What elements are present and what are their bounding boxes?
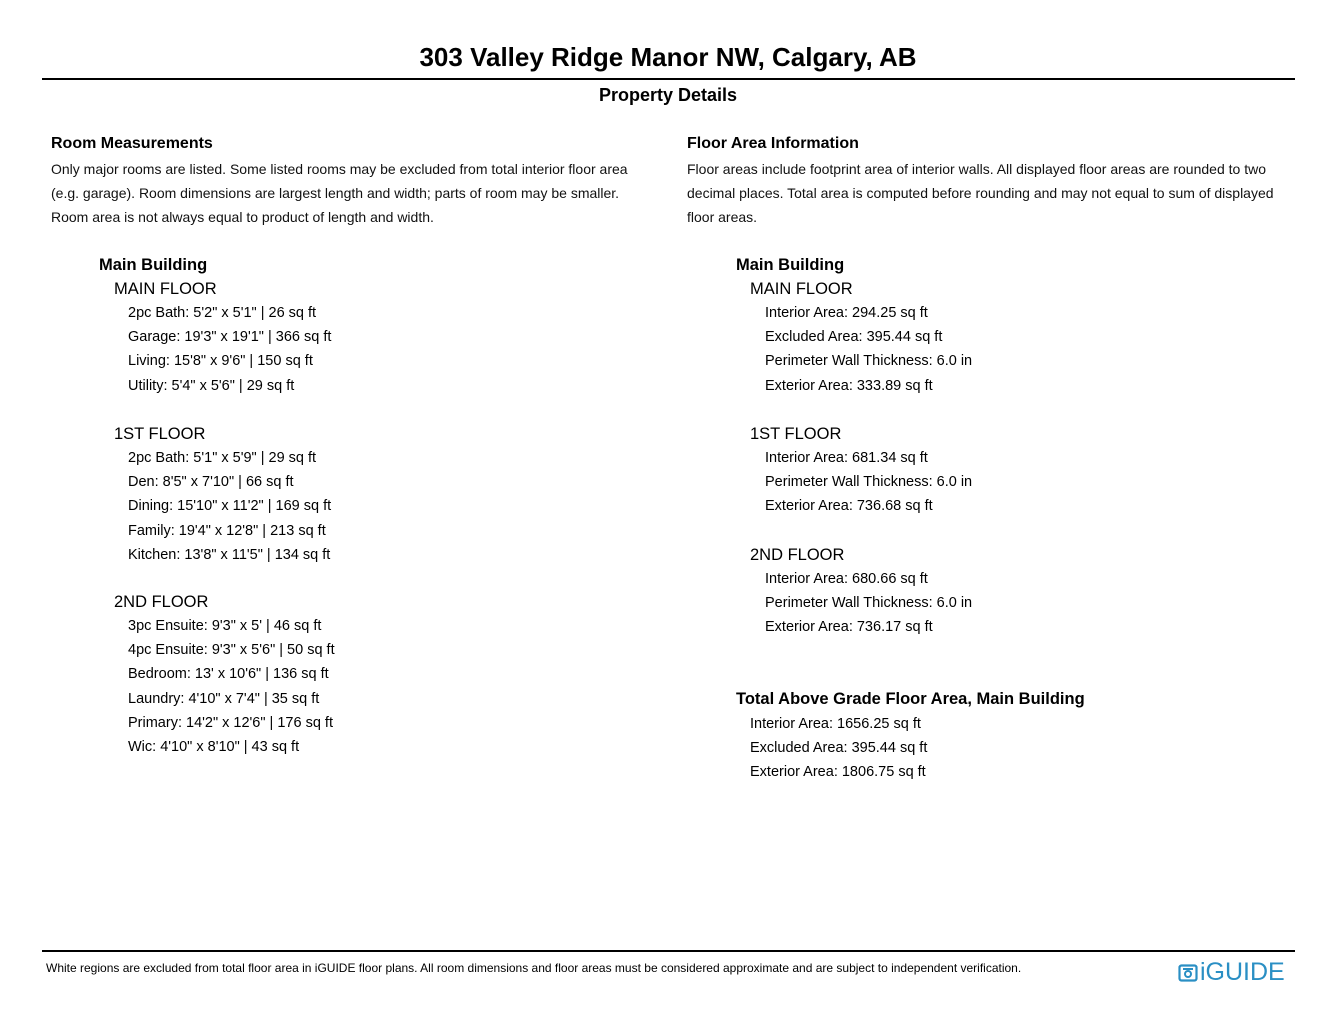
room-item: 2pc Bath: 5'2" x 5'1" | 26 sq ft: [128, 305, 317, 321]
room-item: Wic: 4'10" x 8'10" | 43 sq ft: [128, 739, 300, 755]
room-measurements-note: Only major rooms are listed. Some listed…: [51, 161, 628, 177]
floor-area-row: Perimeter Wall Thickness: 6.0 in: [765, 353, 973, 370]
total-area-row: Exterior Area: 1806.75 sq ft: [750, 764, 926, 780]
floor-area-row: Perimeter Wall Thickness: 6.0 in: [765, 595, 973, 612]
total-area-row: Interior Area: 1656.25 sq ft: [750, 716, 921, 732]
floor-label: MAIN FLOOR: [114, 280, 217, 298]
logo-text: iGUIDE: [1200, 958, 1285, 986]
floor-area-row: Exterior Area: 736.17 sq ft: [765, 619, 933, 636]
floor-label: 1ST FLOOR: [750, 425, 842, 443]
floor-label: MAIN FLOOR: [750, 280, 853, 298]
building-label: Main Building: [736, 256, 845, 274]
floor-label: 2ND FLOOR: [114, 593, 209, 611]
room-item: 2pc Bath: 5'1" x 5'9" | 29 sq ft: [128, 450, 317, 466]
section-heading-floor-area: Floor Area Information: [687, 135, 859, 152]
room-item: Living: 15'8" x 9'6" | 150 sq ft: [128, 353, 313, 370]
page-title: 303 Valley Ridge Manor NW, Calgary, AB: [419, 42, 917, 72]
floor-area-note: Floor areas include footprint area of in…: [687, 161, 1266, 177]
iguide-camera-icon: [1178, 963, 1198, 982]
floor-area-row: Exterior Area: 333.89 sq ft: [765, 377, 933, 394]
floor-area-row: Interior Area: 294.25 sq ft: [765, 305, 928, 321]
floor-label: 1ST FLOOR: [114, 425, 206, 443]
page-subtitle: Property Details: [598, 85, 738, 105]
footer-divider: [42, 950, 1295, 952]
floor-area-row: Perimeter Wall Thickness: 6.0 in: [765, 474, 973, 491]
building-label: Main Building: [99, 256, 208, 274]
room-item: Dining: 15'10" x 11'2" | 169 sq ft: [128, 498, 332, 515]
iguide-logo: iGUIDE: [1178, 958, 1285, 987]
room-item: Laundry: 4'10" x 7'4" | 35 sq ft: [128, 690, 320, 707]
floor-area-row: Exterior Area: 736.68 sq ft: [765, 498, 933, 515]
section-heading-room-measurements: Room Measurements: [51, 135, 213, 152]
room-item: Den: 8'5" x 7'10" | 66 sq ft: [128, 474, 294, 491]
footer-disclaimer: White regions are excluded from total fl…: [46, 961, 1022, 975]
floor-label: 2ND FLOOR: [750, 546, 845, 564]
room-item: 4pc Ensuite: 9'3" x 5'6" | 50 sq ft: [128, 642, 335, 659]
room-item: 3pc Ensuite: 9'3" x 5' | 46 sq ft: [128, 618, 322, 634]
floor-area-row: Excluded Area: 395.44 sq ft: [765, 329, 943, 346]
floor-area-note: decimal places. Total area is computed b…: [687, 185, 1274, 201]
room-item: Family: 19'4" x 12'8" | 213 sq ft: [128, 522, 326, 539]
header-divider: [42, 78, 1295, 80]
floor-area-row: Interior Area: 680.66 sq ft: [765, 571, 928, 587]
room-item: Kitchen: 13'8" x 11'5" | 134 sq ft: [128, 546, 331, 563]
total-area-row: Excluded Area: 395.44 sq ft: [750, 740, 928, 756]
floor-area-note: floor areas.: [687, 209, 758, 225]
room-item: Garage: 19'3" x 19'1" | 366 sq ft: [128, 329, 332, 346]
room-measurements-note: (e.g. garage). Room dimensions are large…: [51, 185, 620, 201]
room-item: Primary: 14'2" x 12'6" | 176 sq ft: [128, 714, 333, 731]
room-item: Bedroom: 13' x 10'6" | 136 sq ft: [128, 666, 329, 683]
total-area-heading: Total Above Grade Floor Area, Main Build…: [736, 690, 1085, 708]
room-measurements-note: Room area is not always equal to product…: [51, 209, 434, 225]
room-item: Utility: 5'4" x 5'6" | 29 sq ft: [128, 377, 295, 394]
floor-area-row: Interior Area: 681.34 sq ft: [765, 450, 928, 466]
